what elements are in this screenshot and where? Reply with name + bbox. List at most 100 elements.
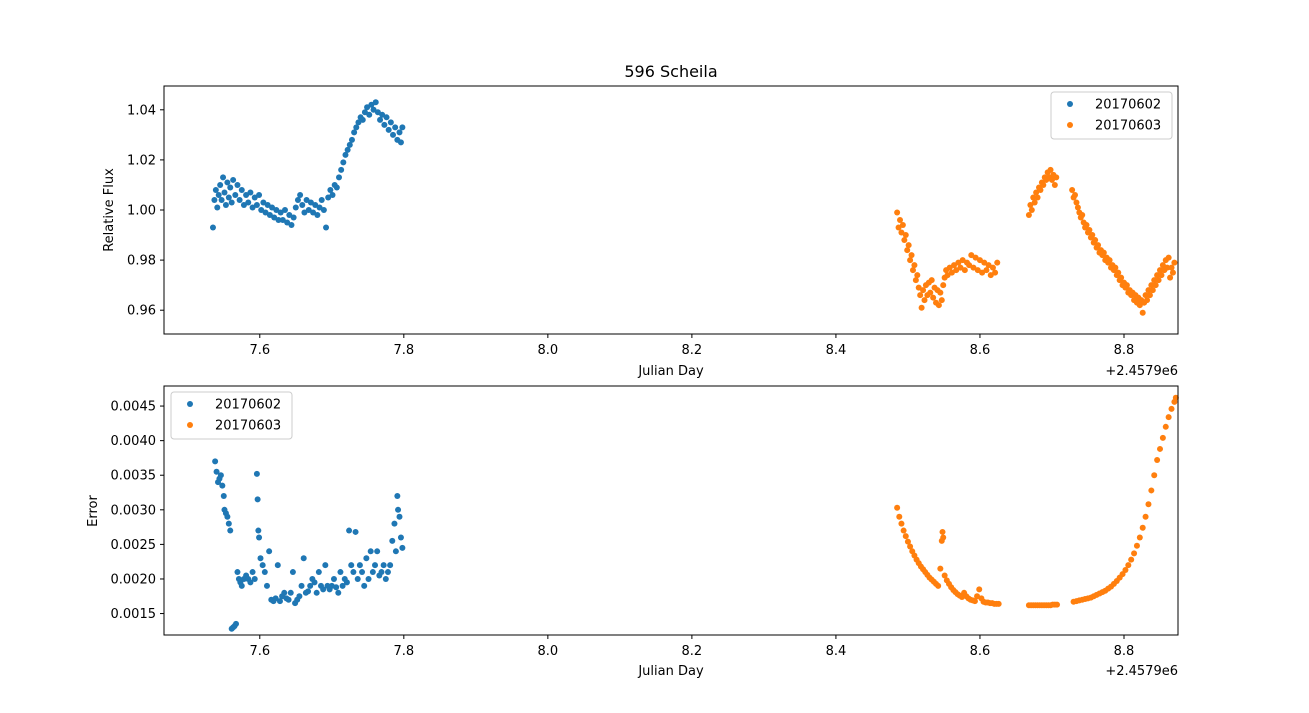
error-point-20170603-84 [1128,556,1135,563]
flux-point-20170603-16 [917,292,924,299]
flux-x-tick-label: 8.6 [970,343,991,358]
flux-legend-label-20170603: 20170603 [1095,119,1161,134]
error-y-tick-label: 0.0035 [111,469,157,484]
error-point-20170602-38 [274,562,281,569]
flux-point-20170603-29 [935,302,942,309]
error-point-20170602-28 [255,527,262,534]
error-y-tick-label: 0.0025 [111,538,157,553]
flux-point-20170602-80 [372,99,379,106]
error-point-20170602-95 [395,506,402,513]
flux-point-20170602-74 [359,116,366,123]
flux-point-20170602-4 [215,191,222,198]
flux-point-20170603-18 [920,287,927,294]
flux-point-20170602-13 [228,199,235,206]
error-point-20170602-86 [378,569,385,576]
flux-point-20170603-10 [908,252,915,259]
flux-point-20170602-62 [333,184,340,191]
error-point-20170602-30 [257,555,264,562]
flux-point-20170602-56 [320,207,327,213]
flux-point-20170602-2 [212,186,219,193]
error-point-20170603-96 [1162,423,1169,430]
error-point-20170602-70 [343,579,350,586]
error-point-20170602-57 [315,569,322,576]
flux-point-20170602-15 [232,191,239,198]
flux-point-20170603-52 [981,259,988,266]
flux-point-20170603-141 [1158,272,1165,279]
flux-point-20170603-62 [1030,194,1037,201]
error-point-20170602-44 [287,589,294,596]
error-point-20170603-1 [896,513,903,520]
flux-point-20170602-64 [338,166,345,173]
flux-point-20170603-138 [1154,272,1161,279]
flux-point-20170603-111 [1115,269,1122,276]
flux-point-20170602-87 [387,119,394,126]
flux-point-20170602-18 [238,186,245,193]
error-point-20170603-93 [1154,457,1161,464]
flux-point-20170602-55 [318,196,325,203]
flux-point-20170603-145 [1164,264,1171,271]
flux-point-20170603-59 [1025,212,1032,219]
error-y-tick-label: 0.0020 [111,572,157,587]
flux-point-20170602-67 [344,146,351,153]
flux-point-20170602-5 [217,181,224,188]
flux-point-20170603-148 [1168,264,1175,271]
error-point-20170603-100 [1172,394,1179,401]
error-point-20170603-94 [1157,445,1163,452]
error-point-20170603-82 [1122,566,1129,573]
error-point-20170602-41 [281,589,288,596]
error-point-20170603-49 [995,600,1002,607]
error-point-20170602-24 [249,569,256,576]
flux-markers [209,99,1178,316]
error-y-axis-label: Error [86,495,101,527]
flux-x-tick-label: 7.8 [393,343,414,358]
flux-point-20170603-101 [1100,249,1107,256]
flux-point-20170602-44 [294,196,301,203]
flux-point-20170603-17 [918,304,925,311]
error-point-20170602-87 [380,562,387,569]
flux-legend-box [1050,91,1173,140]
flux-point-20170603-83 [1074,204,1081,211]
error-point-20170602-96 [396,513,403,520]
flux-x-tick-label: 8.8 [1114,343,1135,358]
flux-legend: 20170602 20170603 [1050,91,1173,140]
flux-x-offset-label: +2.4579e6 [1105,364,1178,379]
flux-point-20170603-109 [1112,264,1119,271]
flux-point-20170603-132 [1145,287,1152,294]
flux-point-20170602-38 [281,207,288,213]
error-point-20170602-79 [363,555,370,562]
flux-point-20170603-89 [1083,222,1090,229]
flux-y-tick-label: 0.98 [127,254,156,269]
error-x-tick-label: 7.6 [249,644,270,659]
flux-point-20170602-91 [396,129,403,136]
flux-point-20170602-77 [366,111,373,118]
error-point-20170602-0 [212,458,219,465]
flux-point-20170603-79 [1069,186,1076,193]
error-point-20170602-32 [261,569,268,576]
flux-point-20170603-4 [899,222,906,229]
error-point-20170602-65 [333,584,340,591]
flux-point-20170603-69 [1040,181,1047,188]
flux-panel: 7.6 7.8 8.0 8.2 8.4 8.6 8.8 0.96 0.98 1.00 1.02 1.… [102,85,1179,379]
flux-point-20170602-3 [214,204,221,211]
flux-point-20170602-35 [275,217,282,224]
flux-point-20170602-84 [381,121,388,128]
error-point-20170602-48 [296,593,303,600]
error-y-tick-label: 0.0045 [111,400,157,415]
flux-point-20170602-50 [307,199,314,206]
error-point-20170603-97 [1165,414,1172,421]
error-point-20170603-3 [900,527,907,534]
error-point-20170602-60 [322,562,329,569]
flux-point-20170602-60 [329,191,336,198]
flux-point-20170603-146 [1165,254,1172,261]
error-point-20170602-68 [339,582,346,589]
flux-point-20170602-22 [247,189,254,196]
flux-legend-label-20170602: 20170602 [1095,98,1161,113]
error-point-20170602-73 [350,569,357,576]
error-point-20170603-40 [976,586,983,593]
flux-point-20170602-29 [262,209,269,216]
flux-point-20170603-86 [1079,212,1086,219]
flux-point-20170603-149 [1169,269,1176,276]
error-point-20170602-11 [227,527,234,534]
flux-y-tick-label: 1.02 [127,153,156,168]
error-point-20170602-15 [233,620,240,627]
